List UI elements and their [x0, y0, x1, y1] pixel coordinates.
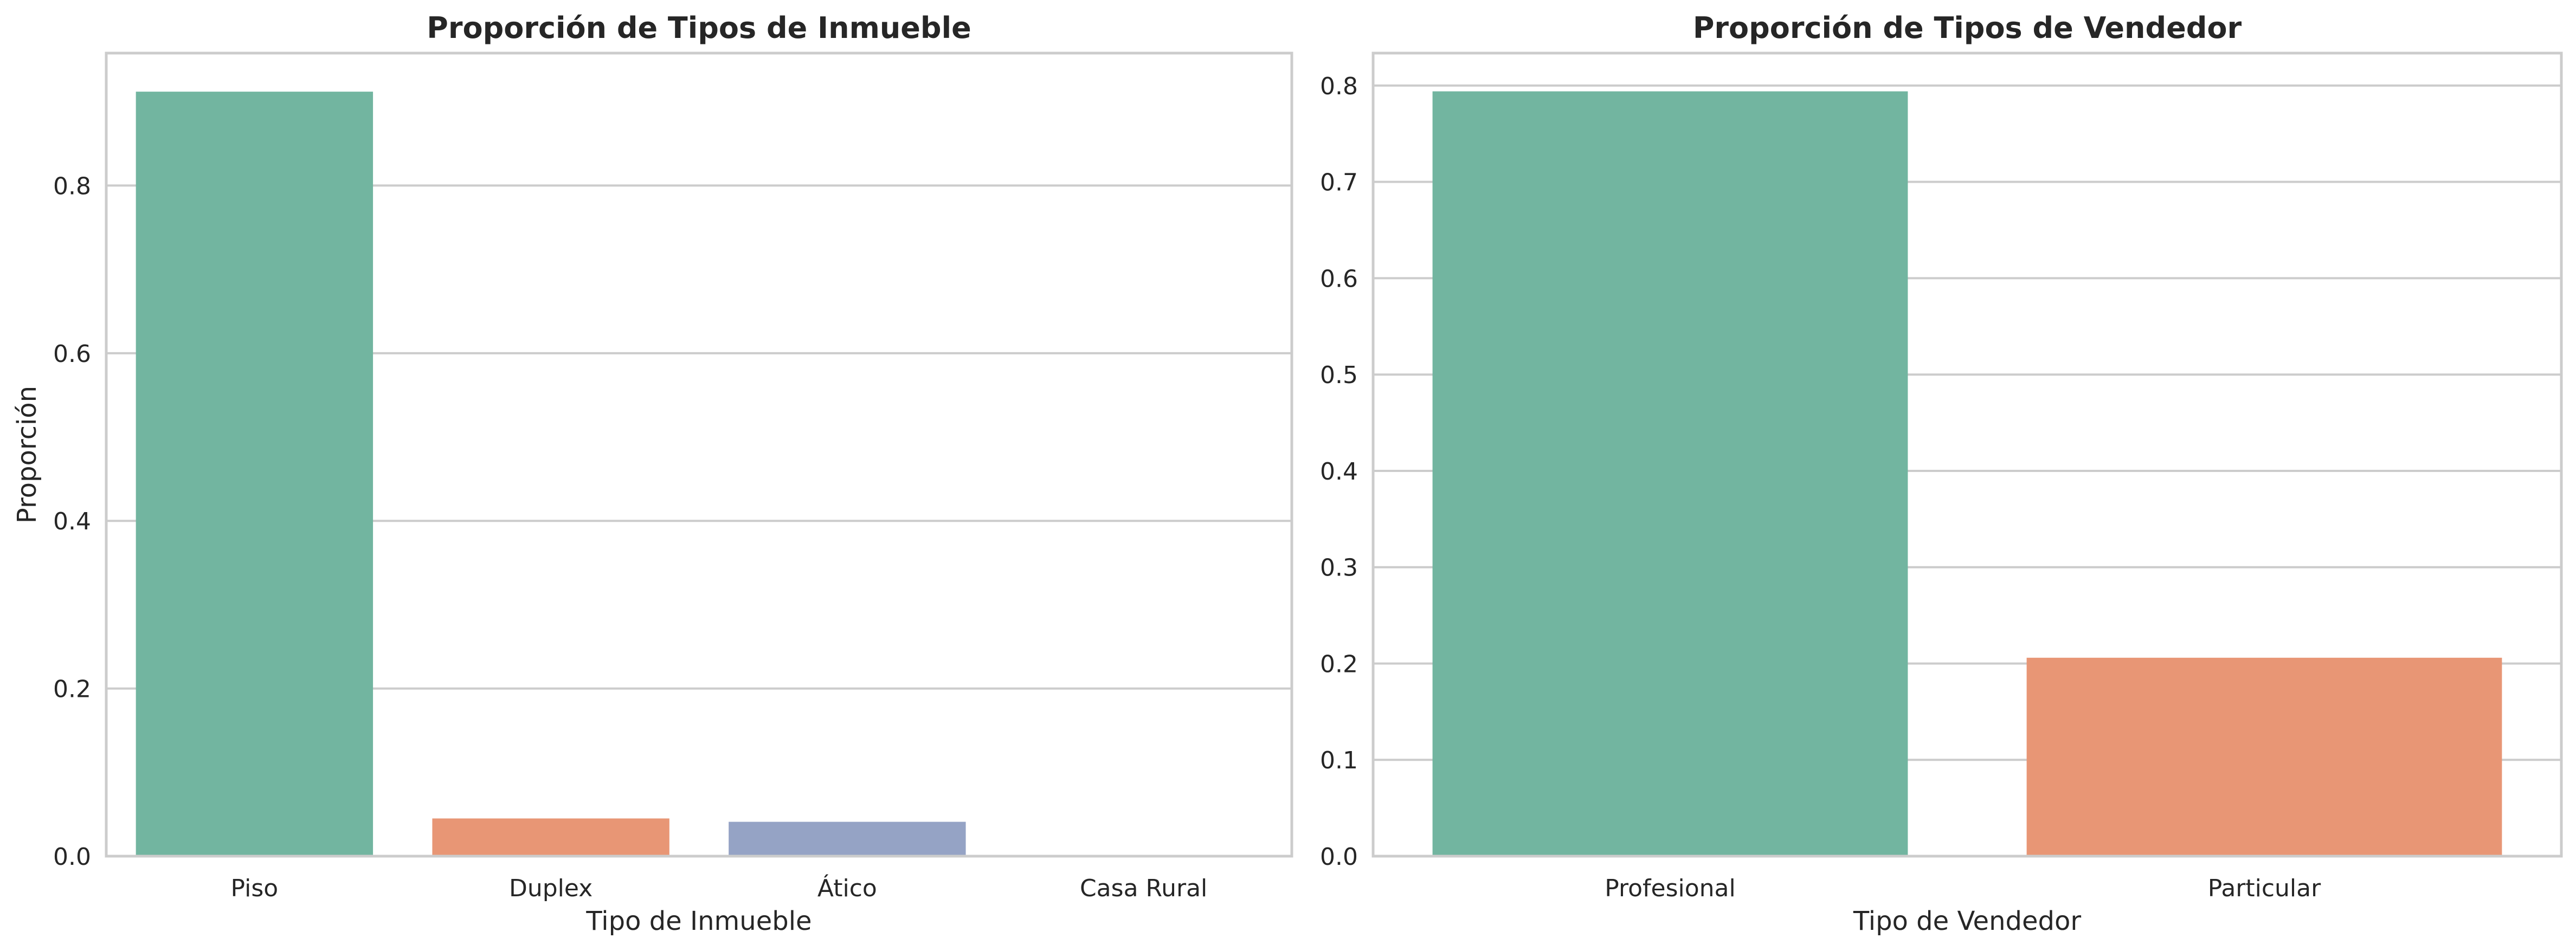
x-axis-label: Tipo de Inmueble: [585, 906, 812, 936]
y-tick-label: 0.1: [1320, 747, 1358, 774]
chart-title: Proporción de Tipos de Vendedor: [1693, 11, 2242, 45]
y-tick-labels: 0.0 0.1 0.2 0.3 0.4 0.5 0.6 0.7 0.8: [1320, 73, 1358, 871]
y-tick-label: 0.4: [1320, 458, 1358, 486]
y-tick-label: 0.7: [1320, 169, 1358, 197]
y-tick-label: 0.6: [53, 340, 91, 368]
y-tick-label: 0.4: [53, 508, 91, 535]
bars: [1432, 91, 2502, 857]
bars: [136, 92, 1263, 856]
x-tick-label: Casa Rural: [1080, 875, 1207, 902]
x-tick-label: Profesional: [1605, 875, 1736, 902]
bar-piso: [136, 92, 373, 856]
plot-frame: [1371, 51, 2563, 858]
y-tick-label: 0.8: [53, 172, 91, 200]
y-tick-labels: 0.0 0.2 0.4 0.6 0.8: [53, 172, 91, 871]
chart-panel-inmueble: 0.0 0.2 0.4 0.6 0.8 Piso Duplex Ático Casa Rura…: [12, 11, 1293, 936]
x-tick-label: Particular: [2208, 875, 2321, 902]
x-axis-label: Tipo de Vendedor: [1853, 906, 2081, 936]
bar-ático: [729, 821, 966, 856]
x-tick-label: Duplex: [509, 875, 593, 902]
x-tick-labels: Profesional Particular: [1605, 875, 2321, 902]
bar-duplex: [432, 818, 669, 856]
y-tick-label: 0.3: [1320, 554, 1358, 582]
y-tick-label: 0.0: [53, 843, 91, 871]
bar-particular: [2026, 657, 2502, 856]
y-tick-label: 0.0: [1320, 843, 1358, 871]
x-tick-labels: Piso Duplex Ático Casa Rural: [231, 874, 1208, 902]
y-tick-label: 0.2: [1320, 650, 1358, 678]
x-tick-label: Piso: [231, 875, 279, 902]
y-axis-label: Proporción: [12, 386, 42, 523]
plot-frame: [105, 51, 1293, 858]
chart-panel-vendedor: 0.00.10.20.30.40.50.60.70.8 Profesional P…: [1320, 11, 2563, 936]
y-tick-label: 0.5: [1320, 361, 1358, 389]
y-tick-label: 0.6: [1320, 265, 1358, 293]
y-tick-label: 0.2: [53, 676, 91, 703]
chart-title: Proporción de Tipos de Inmueble: [427, 11, 971, 45]
x-tick-label: Ático: [817, 874, 877, 902]
bar-profesional: [1432, 91, 1908, 857]
y-tick-label: 0.8: [1320, 73, 1358, 100]
